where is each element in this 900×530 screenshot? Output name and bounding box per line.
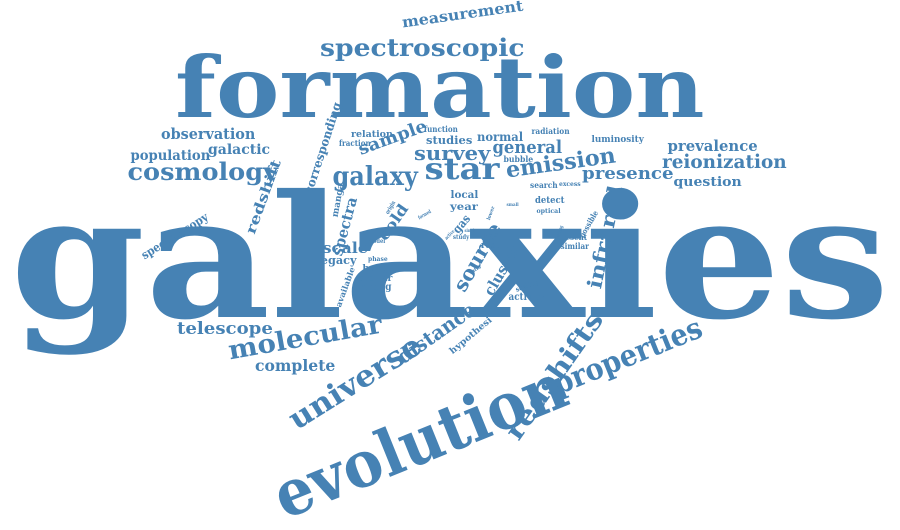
word-present: present — [557, 232, 588, 242]
word-general: general — [491, 137, 562, 158]
word-study: study — [453, 234, 470, 241]
word-normal: normal — [477, 130, 524, 144]
word-formation: formation — [175, 38, 705, 137]
word-galaxy: galaxy — [332, 162, 418, 192]
word-fraction: fraction — [338, 138, 371, 148]
word-cosmology: cosmology — [126, 157, 278, 186]
word-studies: studies — [425, 133, 473, 147]
word-detect: detect — [534, 195, 565, 206]
word-search: search — [529, 180, 558, 190]
word-prevalence: prevalence — [667, 136, 758, 155]
word-strong: strong — [359, 282, 392, 293]
word-survey: survey — [413, 141, 491, 165]
word-similar: similar — [560, 241, 589, 251]
word-year: year — [450, 202, 478, 213]
word-single: single — [463, 227, 476, 234]
word-telescope: telescope — [177, 318, 273, 339]
word-result: result — [480, 240, 509, 251]
word-local: local — [450, 190, 478, 201]
word-function: function — [423, 124, 458, 134]
word-stellar: stellar — [357, 273, 393, 284]
word-question: question — [672, 174, 742, 190]
word-legacy: legacy — [315, 253, 357, 267]
word-luminosity: luminosity — [591, 134, 644, 145]
word-model: model — [366, 238, 385, 245]
word-complete: complete — [255, 356, 336, 375]
word-small: small — [506, 201, 519, 208]
word-presence: presence — [582, 163, 674, 184]
word-relation: relation — [351, 129, 393, 140]
word-star: star — [424, 152, 500, 187]
word-bubble: bubble — [502, 154, 533, 164]
word-measurement: measurement — [400, 0, 524, 31]
word-spectroscopic: spectroscopic — [319, 33, 525, 62]
word-galactic: galactic — [208, 142, 271, 158]
word-radiation: radiation — [531, 126, 570, 136]
word-bang: bang — [362, 263, 388, 274]
word-reionization: reionization — [661, 150, 787, 173]
word-thesis: thesis — [480, 232, 498, 239]
word-evolution: evolution — [262, 348, 578, 530]
word-excess: excess — [559, 181, 581, 188]
word-phase: phase — [368, 256, 388, 263]
word-population: population — [129, 148, 210, 164]
word-activity: activity — [508, 292, 545, 303]
word-optical: optical — [535, 208, 561, 215]
word-galaxies: galaxies — [10, 158, 890, 358]
word-scale: scale — [322, 238, 368, 257]
word-observation: observation — [161, 124, 256, 143]
